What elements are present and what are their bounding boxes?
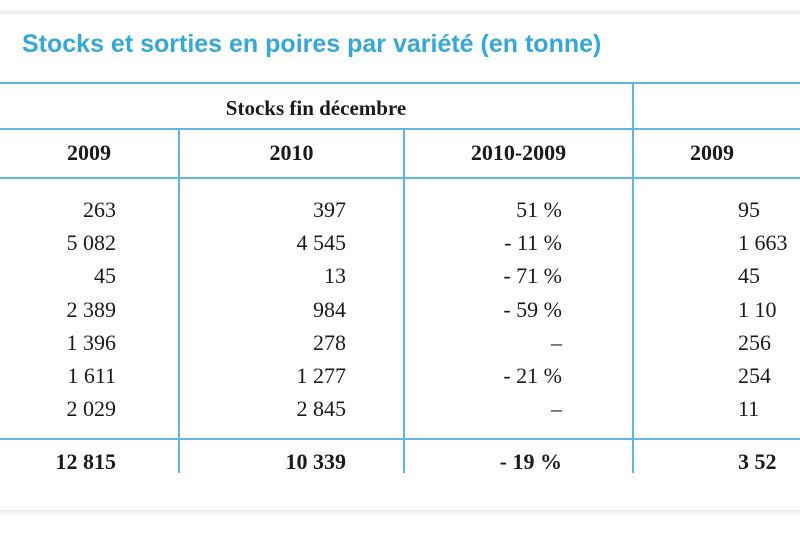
- table-cell: 45: [738, 263, 760, 289]
- rule-top: [0, 82, 800, 84]
- table-cell: 51 %: [516, 197, 562, 222]
- table-card: [0, 14, 800, 510]
- table-cell: 2 029: [66, 396, 117, 422]
- table-cell: 1 396: [66, 329, 117, 355]
- table-cell: 1 663: [738, 230, 788, 256]
- table-cell: 1 611: [67, 363, 116, 388]
- table-cell: 95: [738, 197, 760, 222]
- rule-above-total: [0, 438, 800, 440]
- table-cell: 1 277: [296, 363, 347, 388]
- col-header-2010: 2010: [269, 140, 314, 165]
- table-cell: –: [551, 396, 562, 422]
- total-cell: 10 339: [285, 449, 347, 474]
- col-header-diff: 2010-2009: [470, 140, 567, 165]
- table-cell: - 11 %: [504, 230, 562, 256]
- total-cell: - 19 %: [499, 449, 562, 474]
- table-cell: - 59 %: [503, 296, 562, 322]
- rule-under-headers: [0, 177, 800, 179]
- table-cell: 256: [738, 329, 771, 355]
- table-cell: 1 10: [738, 296, 777, 322]
- rule-under-group-right: [633, 128, 800, 130]
- total-cell: 3 52: [738, 449, 777, 474]
- table-cell: 5 082: [66, 230, 117, 256]
- group-header-stocks: Stocks fin décembre: [225, 96, 407, 120]
- table-cell: 2 845: [296, 396, 347, 422]
- table-cell: 263: [83, 197, 116, 222]
- table-cell: –: [551, 329, 562, 355]
- table-cell: 278: [313, 329, 346, 355]
- table-cell: 45: [94, 263, 116, 289]
- table-cell: 984: [313, 296, 346, 322]
- table-cell: 13: [324, 263, 346, 289]
- rule-col-3: [632, 82, 634, 473]
- table-title: Stocks et sorties en poires par variété …: [22, 30, 602, 58]
- rule-col-2: [403, 129, 405, 473]
- rule-col-1: [178, 129, 180, 473]
- table-cell: 254: [738, 363, 771, 388]
- table-cell: 11: [738, 396, 760, 422]
- table-cell: 4 545: [296, 230, 347, 256]
- table-cell: 397: [313, 197, 346, 222]
- rule-under-group: [0, 128, 633, 130]
- table-cell: - 71 %: [503, 263, 562, 289]
- table-cell: - 21 %: [503, 363, 562, 388]
- table-cell: 2 389: [66, 296, 117, 322]
- col-header-2009-sorties: 2009: [690, 140, 734, 165]
- total-cell: 12 815: [55, 449, 117, 474]
- col-header-2009: 2009: [67, 140, 111, 165]
